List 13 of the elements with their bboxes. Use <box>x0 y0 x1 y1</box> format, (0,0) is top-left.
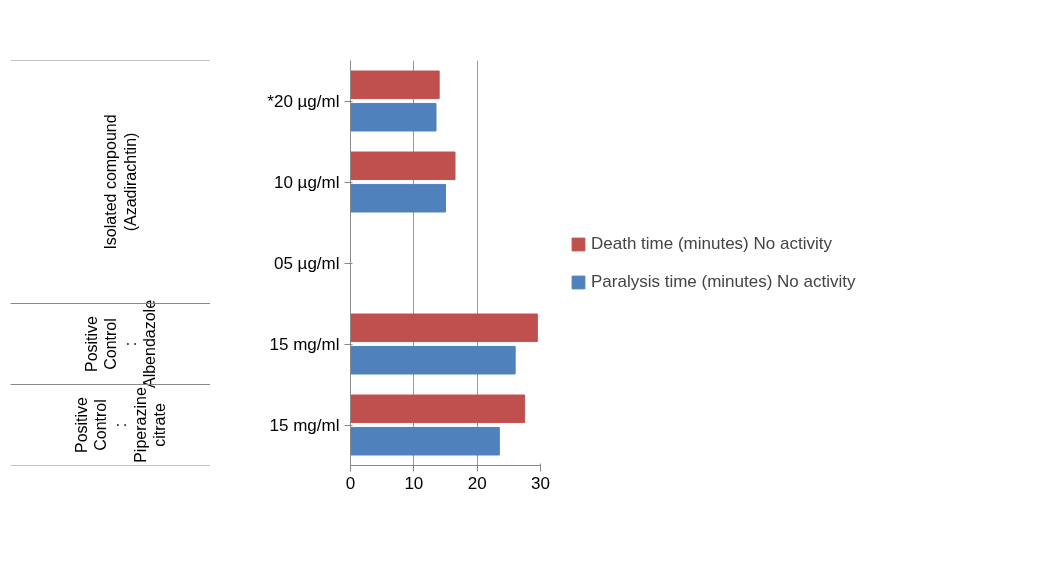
y-tick-label: 15 mg/ml <box>269 415 340 435</box>
x-tick-label: 0 <box>345 473 356 493</box>
y-tick-label: *20 µg/ml <box>267 91 340 111</box>
legend-label: Paralysis time (minutes) No activity <box>591 271 856 292</box>
y-tick-label: 05 µg/ml <box>273 253 340 273</box>
y-tick-label: 15 mg/ml <box>269 334 340 354</box>
text: Positive Control : Piperazine citrate <box>72 387 169 463</box>
text: Isolated compound (Azadirachtin) <box>102 114 139 250</box>
x-tick-label: 10 <box>404 473 424 493</box>
legend-label: Death time (minutes) No activity <box>591 233 832 254</box>
y-tick-label: 10 µg/ml <box>273 172 340 192</box>
x-tick-label: 20 <box>467 473 487 493</box>
x-tick-label: 30 <box>531 473 550 493</box>
